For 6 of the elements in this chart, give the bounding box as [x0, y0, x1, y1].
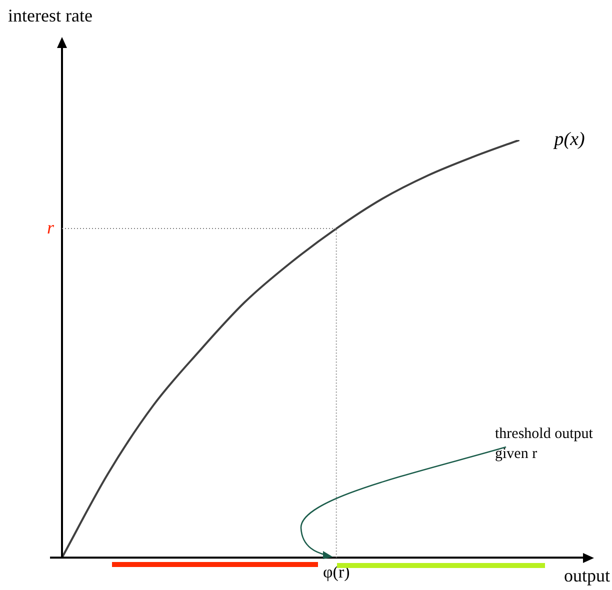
x-axis-title: output [564, 566, 610, 586]
ref-line-label: r [46, 217, 55, 238]
annotation: threshold output given r [495, 425, 594, 464]
text: φ(r) [322, 562, 350, 582]
text: interest rate [8, 6, 92, 26]
series-label: p(x) [552, 129, 585, 150]
